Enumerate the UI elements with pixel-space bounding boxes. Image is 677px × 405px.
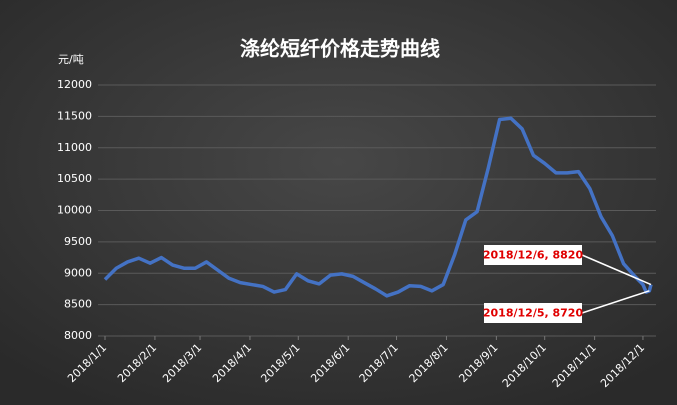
line-series: [103, 116, 653, 298]
annotation-box: [484, 303, 582, 323]
y-tick-label: 9500: [64, 235, 92, 248]
y-tick-label: 11500: [57, 109, 92, 122]
annotation-text: 2018/12/6, 8820: [483, 249, 584, 262]
y-tick-label: 10000: [57, 204, 92, 217]
y-tick-label: 8500: [64, 298, 92, 311]
annotation-leader: [581, 290, 650, 314]
y-tick-label: 11000: [57, 141, 92, 154]
annotation-box: [484, 245, 582, 265]
y-tick-label: 9000: [64, 266, 92, 279]
y-tick-label: 10500: [57, 172, 92, 185]
y-tick-label: 8000: [64, 329, 92, 342]
y-tick-label: 12000: [57, 78, 92, 91]
annotation-leader: [581, 254, 652, 286]
y-axis-label: 元/吨: [58, 53, 84, 66]
annotation-text: 2018/12/5, 8720: [483, 307, 584, 320]
chart-title: 涤纶短纤价格走势曲线: [240, 37, 440, 61]
